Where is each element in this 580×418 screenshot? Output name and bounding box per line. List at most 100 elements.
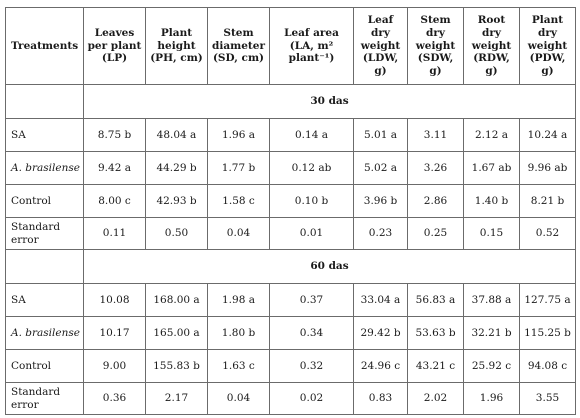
value-cell: 2.02 bbox=[407, 382, 464, 415]
value-cell: 1.40 b bbox=[463, 184, 520, 218]
value-cell: 1.58 c bbox=[207, 184, 270, 218]
header-sd: Stem diameter (SD, cm) bbox=[207, 7, 270, 85]
section-title: 30 das bbox=[83, 84, 576, 119]
header-lp: Leaves per plant (LP) bbox=[83, 7, 146, 85]
value-cell: 155.83 b bbox=[145, 349, 208, 383]
section-spacer bbox=[5, 84, 84, 119]
section-row: 60 das bbox=[5, 249, 576, 284]
treatment-cell: SA bbox=[5, 118, 84, 152]
header-la-line: Leaf area bbox=[284, 26, 339, 39]
header-lp-line: Leaves bbox=[94, 26, 135, 39]
treatment-cell: SA bbox=[5, 283, 84, 317]
value-cell: 3.55 bbox=[519, 382, 576, 415]
results-table: Treatments Leaves per plant (LP) Plant h… bbox=[5, 7, 576, 415]
value-cell: 2.86 bbox=[407, 184, 464, 218]
header-rdw-line: (RDW, g) bbox=[473, 52, 510, 78]
value-cell: 165.00 a bbox=[145, 316, 208, 350]
value-cell: 0.15 bbox=[463, 217, 520, 250]
value-cell: 8.75 b bbox=[83, 118, 146, 152]
value-cell: 43.21 c bbox=[407, 349, 464, 383]
header-sdw-line: Stem dry bbox=[420, 14, 451, 39]
value-cell: 10.08 bbox=[83, 283, 146, 317]
header-ph-line: Plant bbox=[160, 26, 193, 39]
value-cell: 0.04 bbox=[207, 217, 270, 250]
header-pdw-line: weight bbox=[527, 39, 568, 52]
value-cell: 53.63 b bbox=[407, 316, 464, 350]
treatment-cell: A. brasilense bbox=[5, 316, 84, 350]
value-cell: 0.50 bbox=[145, 217, 208, 250]
value-cell: 0.52 bbox=[519, 217, 576, 250]
value-cell: 48.04 a bbox=[145, 118, 208, 152]
value-cell: 44.29 b bbox=[145, 151, 208, 185]
table-row: Control 9.00 155.83 b 1.63 c 0.32 24.96 … bbox=[5, 349, 576, 383]
treatment-cell: Standard error bbox=[5, 382, 84, 415]
value-cell: 0.02 bbox=[269, 382, 354, 415]
value-cell: 0.14 a bbox=[269, 118, 354, 152]
value-cell: 1.80 b bbox=[207, 316, 270, 350]
value-cell: 1.77 b bbox=[207, 151, 270, 185]
value-cell: 24.96 c bbox=[353, 349, 408, 383]
value-cell: 0.10 b bbox=[269, 184, 354, 218]
value-cell: 56.83 a bbox=[407, 283, 464, 317]
table-row: SA 10.08 168.00 a 1.98 a 0.37 33.04 a 56… bbox=[5, 283, 576, 317]
value-cell: 0.25 bbox=[407, 217, 464, 250]
header-ldw-line: Leaf dry bbox=[367, 14, 394, 39]
table-row: Standard error 0.36 2.17 0.04 0.02 0.83 … bbox=[5, 382, 576, 415]
treatment-cell: Control bbox=[5, 184, 84, 218]
value-cell: 0.34 bbox=[269, 316, 354, 350]
value-cell: 0.01 bbox=[269, 217, 354, 250]
value-cell: 1.96 a bbox=[207, 118, 270, 152]
treatment-line: Standard bbox=[11, 385, 61, 398]
header-sdw-line: (SDW, g) bbox=[417, 52, 454, 78]
header-la: Leaf area (LA, m² plant⁻¹) bbox=[269, 7, 354, 85]
table-row: A. brasilense 9.42 a 44.29 b 1.77 b 0.12… bbox=[5, 151, 576, 185]
value-cell: 3.96 b bbox=[353, 184, 408, 218]
header-pdw-line: dry bbox=[538, 26, 557, 39]
header-sd-line: Stem bbox=[223, 26, 254, 39]
table-row: Control 8.00 c 42.93 b 1.58 c 0.10 b 3.9… bbox=[5, 184, 576, 218]
value-cell: 0.04 bbox=[207, 382, 270, 415]
table-row: SA 8.75 b 48.04 a 1.96 a 0.14 a 5.01 a 3… bbox=[5, 118, 576, 152]
value-cell: 94.08 c bbox=[519, 349, 576, 383]
treatment-cell: Control bbox=[5, 349, 84, 383]
header-ph-line: height bbox=[157, 39, 196, 52]
value-cell: 168.00 a bbox=[145, 283, 208, 317]
header-treatments: Treatments bbox=[5, 7, 84, 85]
value-cell: 2.17 bbox=[145, 382, 208, 415]
value-cell: 5.01 a bbox=[353, 118, 408, 152]
results-table-container: Treatments Leaves per plant (LP) Plant h… bbox=[5, 7, 576, 415]
value-cell: 9.00 bbox=[83, 349, 146, 383]
header-rdw-line: weight bbox=[471, 39, 512, 52]
value-cell: 29.42 b bbox=[353, 316, 408, 350]
treatment-line: error bbox=[11, 398, 39, 411]
value-cell: 0.37 bbox=[269, 283, 354, 317]
header-row: Treatments Leaves per plant (LP) Plant h… bbox=[5, 7, 576, 85]
value-cell: 10.24 a bbox=[519, 118, 576, 152]
value-cell: 0.36 bbox=[83, 382, 146, 415]
header-pdw: Plant dry weight (PDW, g) bbox=[519, 7, 576, 85]
value-cell: 0.11 bbox=[83, 217, 146, 250]
value-cell: 1.98 a bbox=[207, 283, 270, 317]
header-ldw-line: (LDW, g) bbox=[362, 52, 399, 78]
treatment-cell: Standard error bbox=[5, 217, 84, 250]
value-cell: 127.75 a bbox=[519, 283, 576, 317]
value-cell: 10.17 bbox=[83, 316, 146, 350]
value-cell: 0.83 bbox=[353, 382, 408, 415]
header-la-line: (LA, m² plant⁻¹) bbox=[288, 39, 335, 65]
value-cell: 42.93 b bbox=[145, 184, 208, 218]
value-cell: 8.21 b bbox=[519, 184, 576, 218]
value-cell: 32.21 b bbox=[463, 316, 520, 350]
header-ldw-line: weight bbox=[360, 39, 401, 52]
header-pdw-line: (PDW, g) bbox=[529, 52, 566, 78]
table-row: Standard error 0.11 0.50 0.04 0.01 0.23 … bbox=[5, 217, 576, 250]
value-cell: 1.67 ab bbox=[463, 151, 520, 185]
header-ldw: Leaf dry weight (LDW, g) bbox=[353, 7, 408, 85]
treatment-line: error bbox=[11, 233, 39, 246]
value-cell: 1.63 c bbox=[207, 349, 270, 383]
value-cell: 0.23 bbox=[353, 217, 408, 250]
value-cell: 8.00 c bbox=[83, 184, 146, 218]
value-cell: 1.96 bbox=[463, 382, 520, 415]
value-cell: 9.42 a bbox=[83, 151, 146, 185]
value-cell: 0.12 ab bbox=[269, 151, 354, 185]
header-sd-line: (SD, cm) bbox=[212, 52, 265, 65]
